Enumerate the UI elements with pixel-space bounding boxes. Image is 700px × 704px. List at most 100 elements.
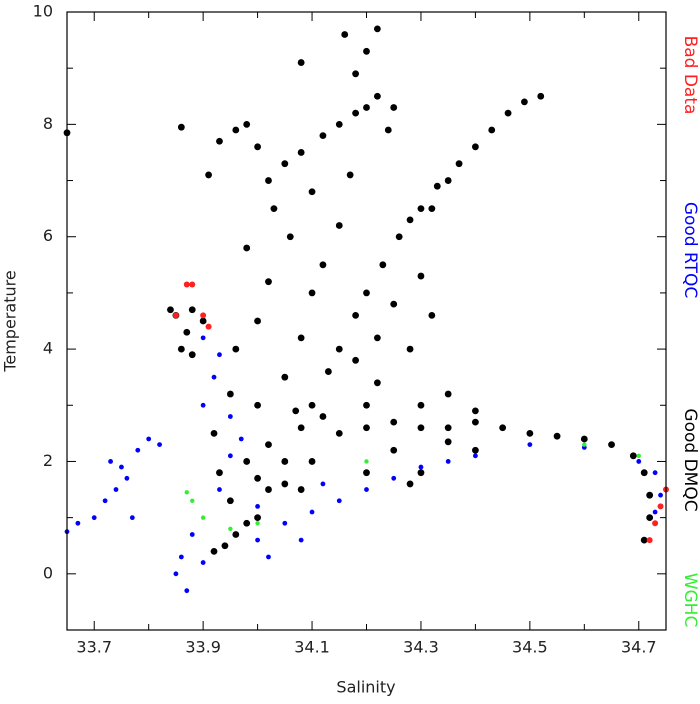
x-axis-label: Salinity (336, 678, 395, 697)
data-point (444, 390, 452, 398)
data-point (210, 547, 218, 555)
data-point (324, 368, 332, 375)
data-point (183, 281, 190, 288)
data-point (173, 571, 179, 577)
data-point (205, 171, 212, 179)
data-point (157, 442, 162, 447)
data-point (308, 188, 316, 196)
data-point (298, 537, 304, 543)
data-point (281, 373, 289, 381)
data-point (553, 432, 561, 440)
data-point (221, 542, 229, 550)
data-point (178, 554, 184, 560)
data-point (417, 272, 425, 280)
data-point (657, 503, 664, 510)
data-point (444, 438, 452, 446)
data-point (417, 205, 425, 213)
data-point (200, 402, 206, 408)
data-point (608, 441, 615, 448)
data-point (200, 312, 207, 319)
y-axis-label: Temperature (1, 270, 20, 372)
data-point (254, 514, 261, 522)
data-point (184, 588, 190, 594)
data-point (227, 414, 233, 419)
data-point (335, 222, 343, 229)
data-point (183, 328, 191, 336)
data-point (636, 453, 641, 459)
data-point (646, 491, 654, 499)
data-point (254, 474, 261, 482)
data-point (292, 407, 300, 415)
x-tick-label: 34.1 (294, 638, 330, 657)
data-point (217, 352, 222, 358)
data-point (363, 424, 370, 432)
data-point (216, 137, 223, 145)
data-point (265, 486, 272, 493)
data-point (146, 436, 152, 442)
data-point (390, 446, 398, 454)
legend-entry: Bad Data (680, 36, 700, 115)
data-point (255, 537, 260, 543)
data-point (281, 160, 289, 168)
data-point (243, 458, 251, 465)
data-point (646, 537, 653, 544)
data-point (526, 429, 534, 437)
data-point (363, 401, 370, 409)
data-point (228, 526, 233, 532)
data-point (504, 109, 512, 117)
y-tick-label: 10 (33, 2, 53, 21)
data-point (373, 25, 381, 33)
data-point (255, 521, 260, 526)
data-point (640, 536, 648, 544)
data-point (417, 424, 425, 432)
data-point (379, 261, 387, 269)
data-point (188, 306, 196, 314)
y-tick-label: 4 (43, 339, 53, 358)
data-point (499, 424, 507, 432)
data-point (227, 453, 233, 459)
data-point (217, 487, 222, 492)
data-point (184, 490, 189, 495)
x-tick-label: 33.7 (76, 638, 112, 657)
data-point (373, 379, 381, 387)
data-point (238, 436, 244, 442)
data-point (473, 453, 478, 459)
data-point (281, 480, 289, 488)
data-point (319, 132, 327, 140)
data-point (363, 289, 370, 297)
data-point (282, 520, 288, 526)
data-point (254, 401, 261, 409)
x-tick-label: 34.7 (621, 638, 657, 657)
data-point (341, 31, 349, 38)
data-point (444, 424, 452, 432)
data-point (640, 469, 648, 477)
data-point (266, 554, 271, 560)
data-point (177, 123, 185, 131)
legend-entry: WGHC (680, 573, 700, 628)
data-point (352, 311, 360, 319)
data-point (352, 109, 360, 117)
data-point (636, 459, 642, 464)
data-point (297, 486, 305, 493)
data-point (255, 504, 260, 509)
data-point (527, 442, 533, 447)
data-point (652, 509, 658, 515)
data-point (265, 441, 272, 448)
data-point (417, 469, 425, 477)
data-point (226, 390, 234, 398)
data-point (472, 418, 479, 426)
data-point (135, 447, 141, 453)
data-point (417, 401, 425, 409)
data-point (308, 401, 316, 409)
data-point (472, 143, 479, 151)
data-point (297, 59, 305, 66)
data-point (373, 92, 381, 100)
y-tick-label: 8 (43, 114, 53, 133)
data-point (363, 47, 370, 55)
data-point (658, 492, 663, 498)
data-point (232, 126, 240, 134)
data-point (363, 469, 370, 477)
data-point (270, 205, 278, 213)
data-point (335, 120, 343, 128)
